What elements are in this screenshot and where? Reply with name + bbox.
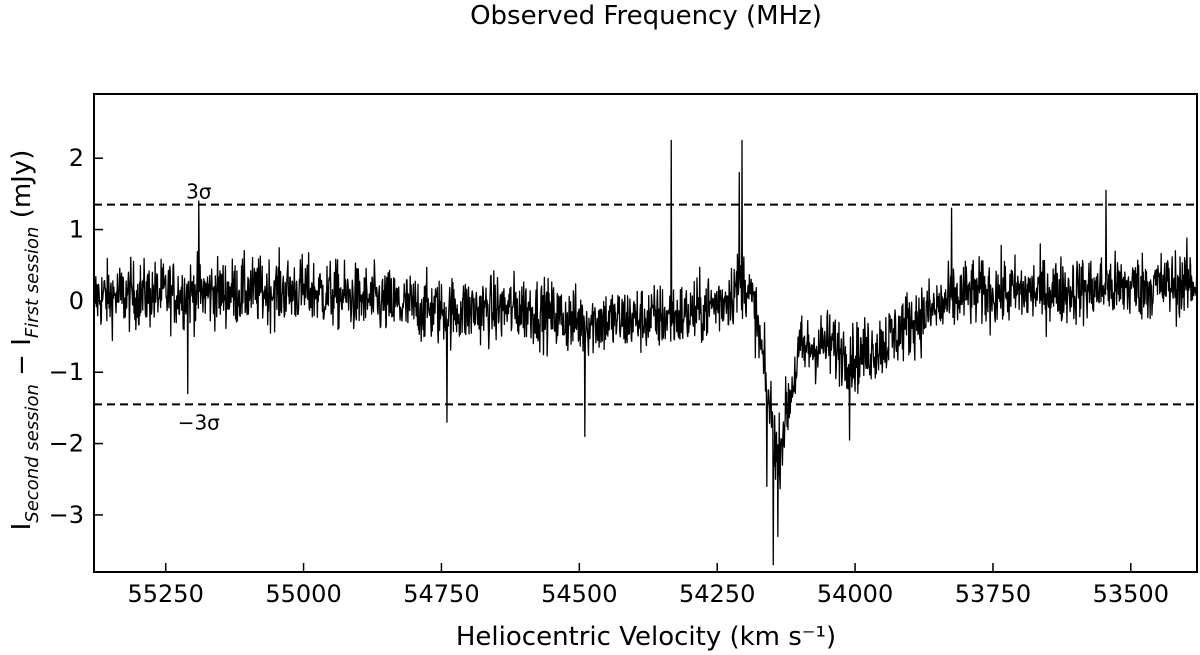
y-label-subscript-second: Second session (22, 384, 43, 523)
y-tick-label: 2 (69, 144, 84, 172)
spectrum-line (93, 139, 1198, 566)
x-tick-label: 54250 (679, 580, 755, 608)
x-tick-label: 53500 (1093, 580, 1169, 608)
y-tick-label: −3 (49, 501, 84, 529)
y-label-intensity-1: I (7, 523, 37, 531)
threshold-layer: 3σ −3σ (94, 180, 1197, 434)
y-axis-ticks: −3 −2 −1 0 1 2 (49, 144, 103, 529)
y-axis-label: ISecond session − IFirst session (mJy) (7, 150, 43, 531)
threshold-label: 3σ (186, 180, 212, 204)
spectrum-layer (93, 139, 1198, 566)
x-tick-label: 55250 (128, 580, 204, 608)
x-axis-label: Heliocentric Velocity (km s⁻¹) (456, 622, 836, 652)
top-x-axis-label: Observed Frequency (MHz) (470, 1, 822, 31)
y-tick-label: 0 (69, 287, 84, 315)
x-tick-label: 53750 (955, 580, 1031, 608)
x-tick-label: 54750 (403, 580, 479, 608)
y-tick-label: −1 (49, 358, 84, 386)
y-label-minus: − (7, 346, 37, 384)
x-tick-label: 54500 (541, 580, 617, 608)
y-tick-label: −2 (49, 430, 84, 458)
y-label-intensity-2: I (7, 338, 37, 346)
plot-frame (93, 93, 1198, 573)
bottom-x-axis-ticks: 55250 55000 54750 54500 54250 54000 53750 53500 (128, 563, 1169, 608)
y-tick-label: 1 (69, 216, 84, 244)
x-tick-label: 55000 (265, 580, 341, 608)
threshold-label: −3σ (178, 410, 220, 434)
y-label-unit: (mJy) (7, 150, 37, 227)
x-tick-label: 54000 (817, 580, 893, 608)
y-label-subscript-first: First session (22, 227, 43, 339)
